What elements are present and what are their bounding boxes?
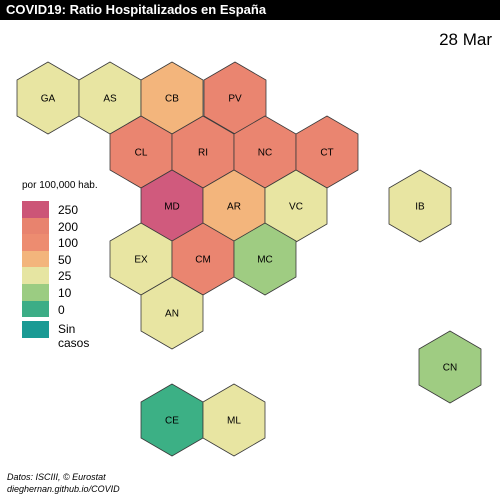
region-shape <box>233 222 297 296</box>
legend-swatch <box>22 217 49 235</box>
region-label: CN <box>443 363 457 374</box>
region-label: AS <box>103 94 117 105</box>
region-label: CM <box>195 255 211 266</box>
region-label: PV <box>228 94 242 105</box>
region-shape <box>418 330 482 404</box>
legend-label: 250 <box>58 203 79 217</box>
region-label: RI <box>198 148 208 159</box>
region-label: AR <box>227 202 241 213</box>
legend-swatch <box>22 283 49 301</box>
chart-title: COVID19: Ratio Hospitalizados en España <box>6 2 267 17</box>
legend-label-no-cases: Sin casos <box>58 322 90 350</box>
region-label: CL <box>135 148 148 159</box>
region-hex-an: AN <box>140 276 204 350</box>
region-hex-ce: CE <box>140 383 204 457</box>
legend-label: 100 <box>58 236 79 251</box>
region-label: VC <box>289 202 303 213</box>
legend-swatch <box>22 267 49 284</box>
region-hex-ga: GA <box>16 61 80 135</box>
legend-label: 200 <box>58 219 79 234</box>
region-hex-ml: ML <box>202 383 266 457</box>
legend-swatch <box>22 250 49 268</box>
region-label: IB <box>415 202 425 213</box>
source-line-2: dieghernan.github.io/COVID <box>7 484 120 494</box>
region-label: ML <box>227 416 241 427</box>
region-label: NC <box>258 148 272 159</box>
region-label: EX <box>134 255 148 266</box>
date-label: 28 Mar <box>439 30 492 49</box>
region-shape <box>202 383 266 457</box>
region-shape <box>140 276 204 350</box>
legend-label: 50 <box>58 252 72 267</box>
region-label: MD <box>164 202 180 213</box>
source-note: Datos: ISCIII, © Eurostat dieghernan.git… <box>7 471 120 495</box>
legend-swatch <box>22 300 49 318</box>
legend-swatch-no-cases <box>22 321 49 338</box>
region-label: CT <box>320 148 333 159</box>
region-shape <box>388 169 452 243</box>
legend-swatch <box>22 234 49 251</box>
region-label: CE <box>165 416 179 427</box>
region-hex-cn: CN <box>418 330 482 404</box>
region-hex-mc: MC <box>233 222 297 296</box>
legend-label: 0 <box>58 302 65 317</box>
region-label: AN <box>165 309 179 320</box>
region-label: MC <box>257 255 273 266</box>
title-bar: COVID19: Ratio Hospitalizados en España <box>0 0 500 20</box>
legend-label: 10 <box>58 285 72 300</box>
region-label: CB <box>165 94 179 105</box>
legend-title: por 100,000 hab. <box>22 180 98 191</box>
region-label: GA <box>41 94 56 105</box>
legend-swatch <box>22 201 49 218</box>
source-line-1: Datos: ISCIII, © Eurostat <box>7 472 106 482</box>
region-hex-ib: IB <box>388 169 452 243</box>
legend-label: 25 <box>58 269 72 284</box>
